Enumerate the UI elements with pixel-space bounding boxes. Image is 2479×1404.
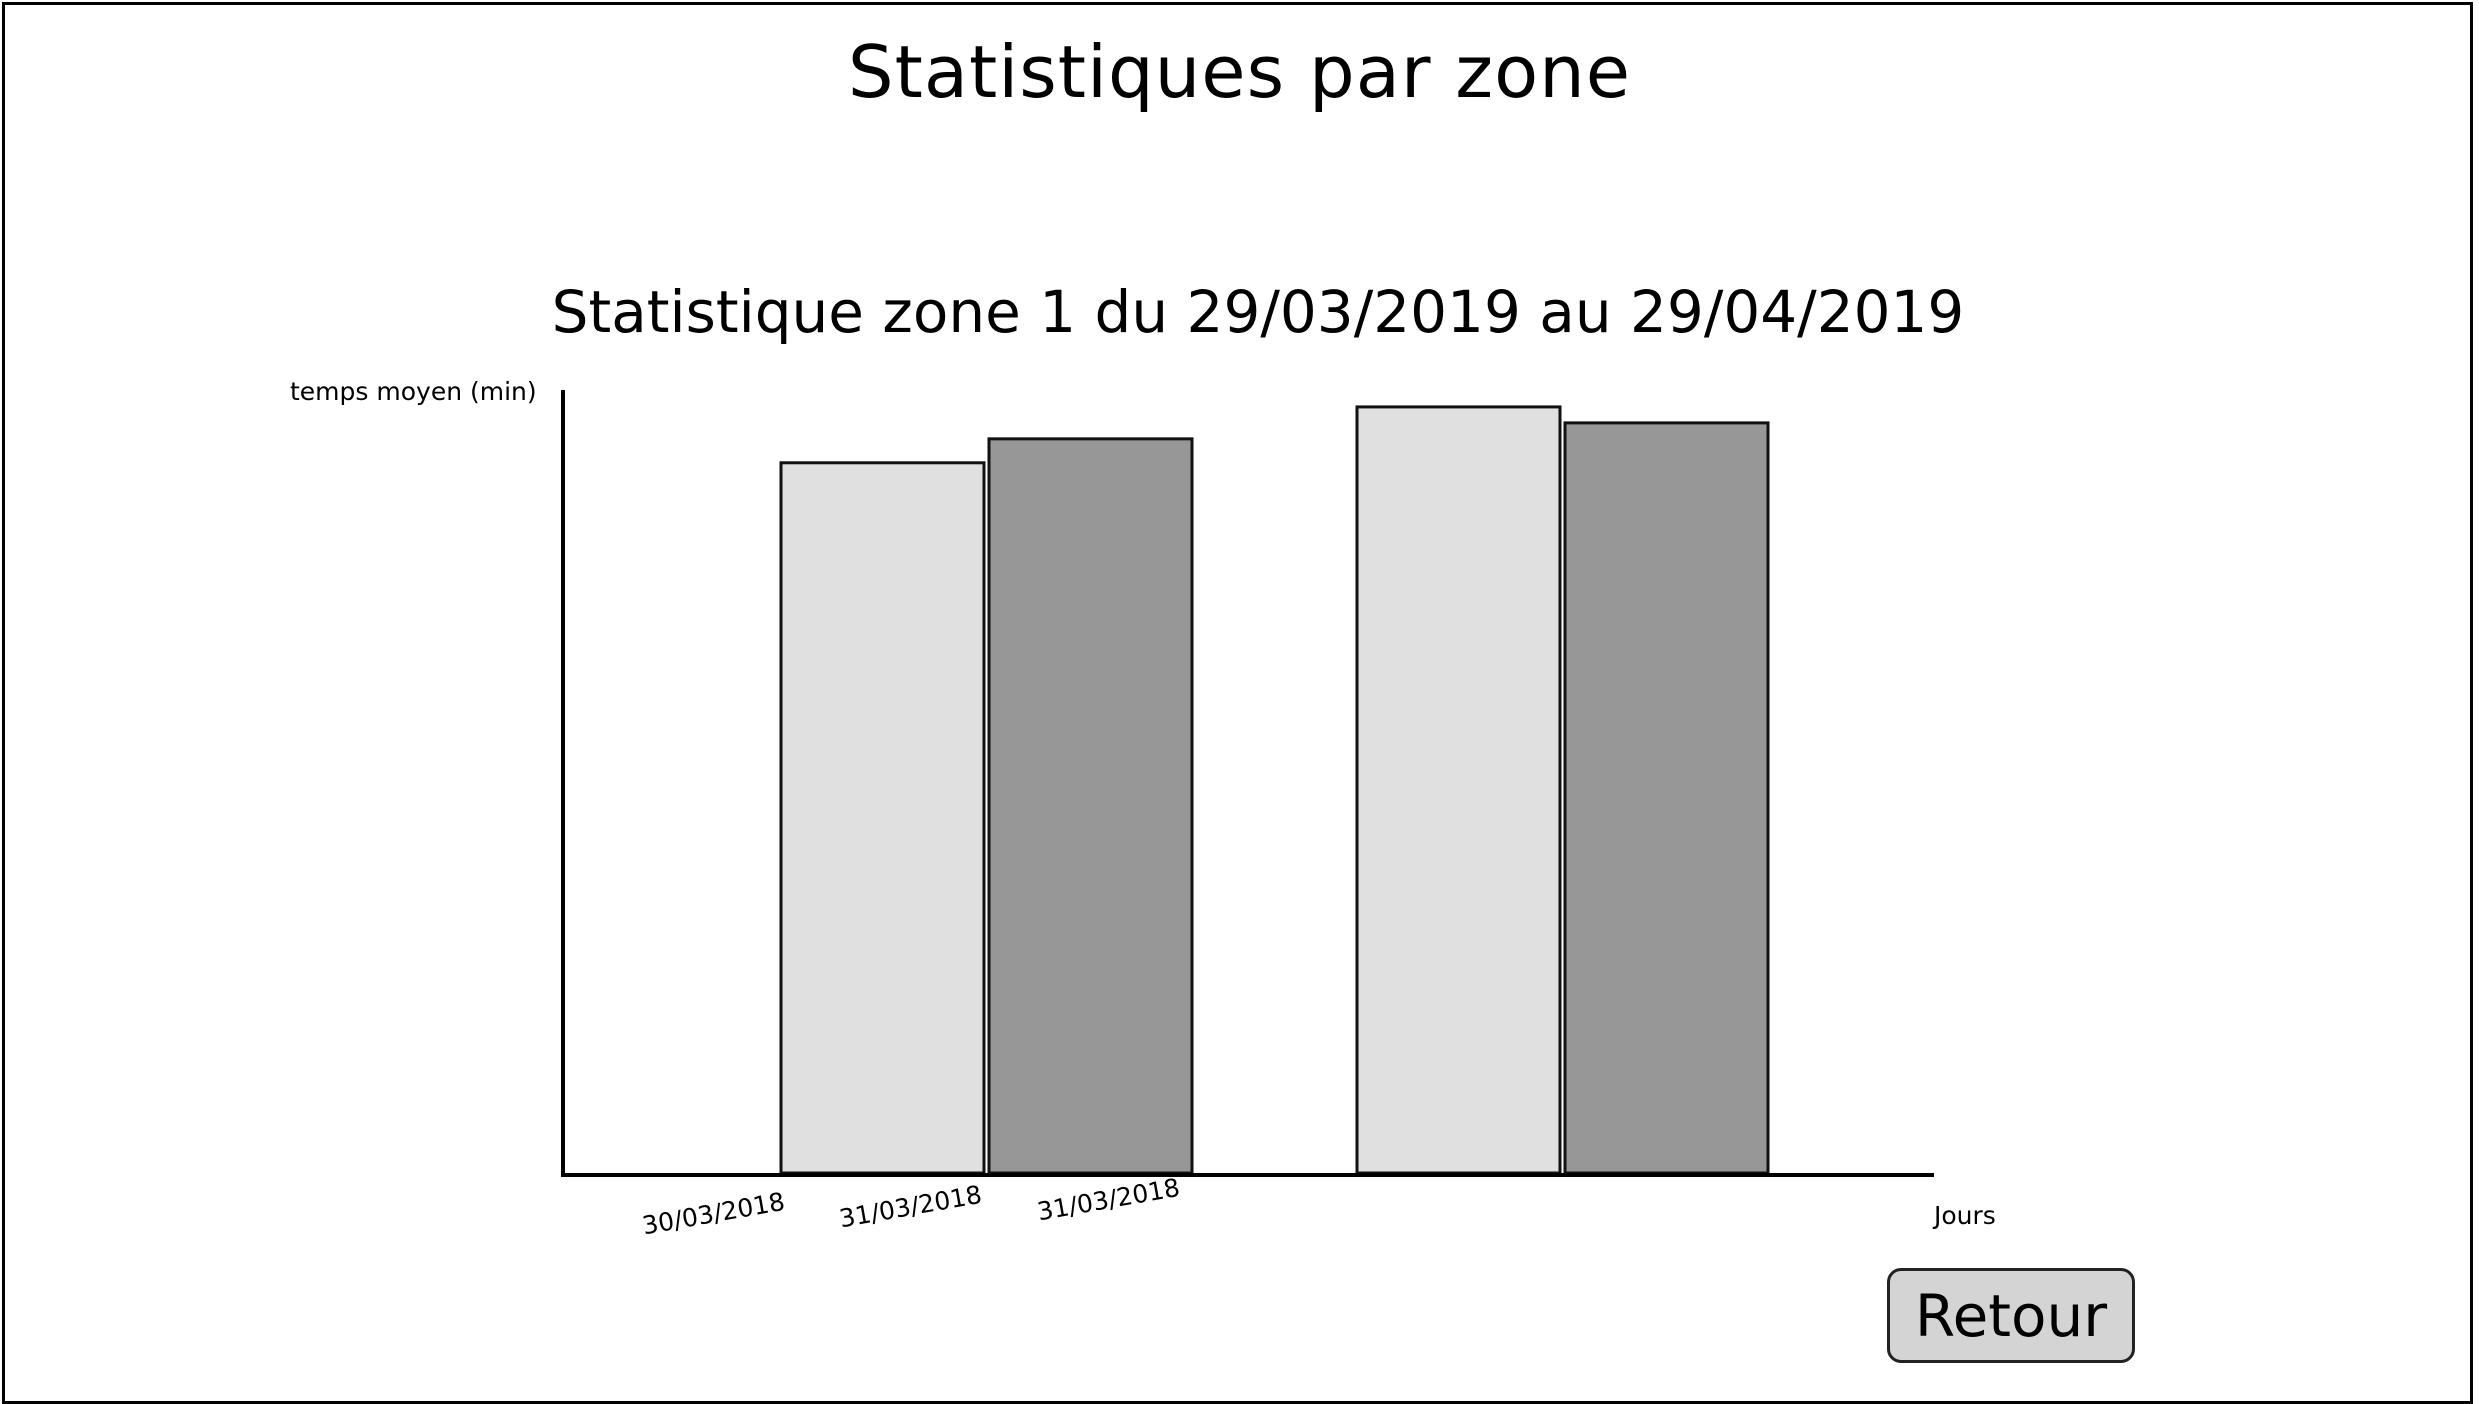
tick-labels: 30/03/2018 31/03/2018 31/03/2018 [640, 1173, 1182, 1241]
x-tick-label: 31/03/2018 [837, 1180, 984, 1234]
bar-3 [1355, 405, 1562, 1175]
bars-layer [779, 405, 1770, 1175]
bar-1 [779, 461, 986, 1175]
x-tick-label: 31/03/2018 [1035, 1173, 1182, 1227]
bar-4 [1563, 421, 1770, 1175]
y-axis-label: temps moyen (min) [290, 377, 537, 406]
back-button[interactable]: Retour [1887, 1268, 2135, 1363]
page-title: Statistiques par zone [847, 30, 1632, 114]
x-tick-label: 30/03/2018 [640, 1187, 787, 1241]
bar-2 [987, 437, 1194, 1175]
x-axis-label: Jours [1932, 1201, 1996, 1230]
chart-title: Statistique zone 1 du 29/03/2019 au 29/0… [552, 278, 1965, 346]
